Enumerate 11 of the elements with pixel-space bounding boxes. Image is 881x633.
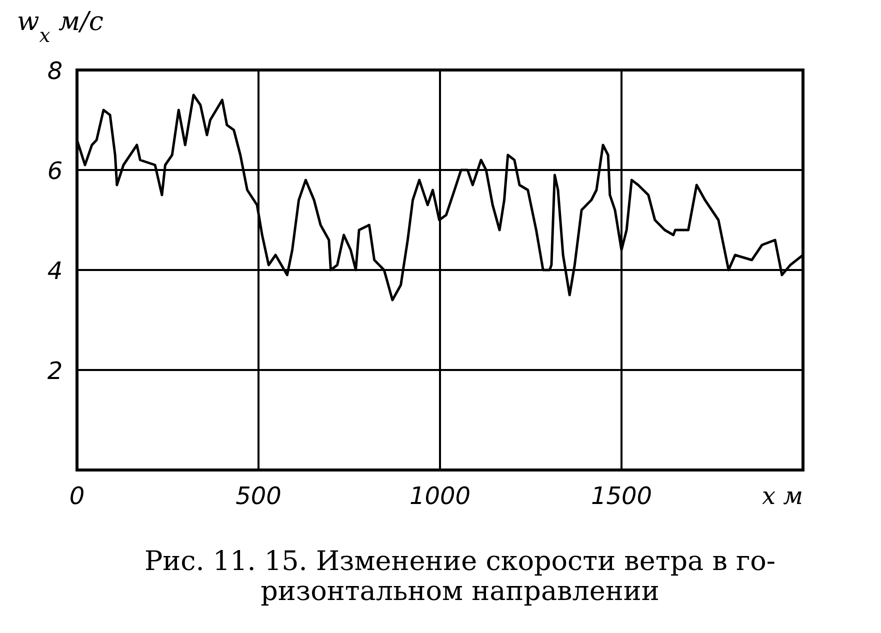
y-tick-label: 2: [47, 357, 63, 385]
x-tick-label: 1000: [409, 482, 471, 510]
text: Рис. 11. 15. Изменение скорости ветра в го- ризонтальном направлении: [144, 546, 776, 607]
y-tick-label: 6: [47, 157, 63, 185]
y-tick-label: 4: [47, 257, 63, 285]
x-tick-label: 1500: [590, 482, 652, 510]
y-axis-title: w$_{x}$ м/с: [17, 7, 104, 46]
x-axis-title: x м: [762, 482, 803, 510]
x-tick-label: 0: [69, 482, 85, 510]
x-tick-label: 500: [236, 482, 282, 510]
y-tick-label: 8: [47, 57, 63, 85]
